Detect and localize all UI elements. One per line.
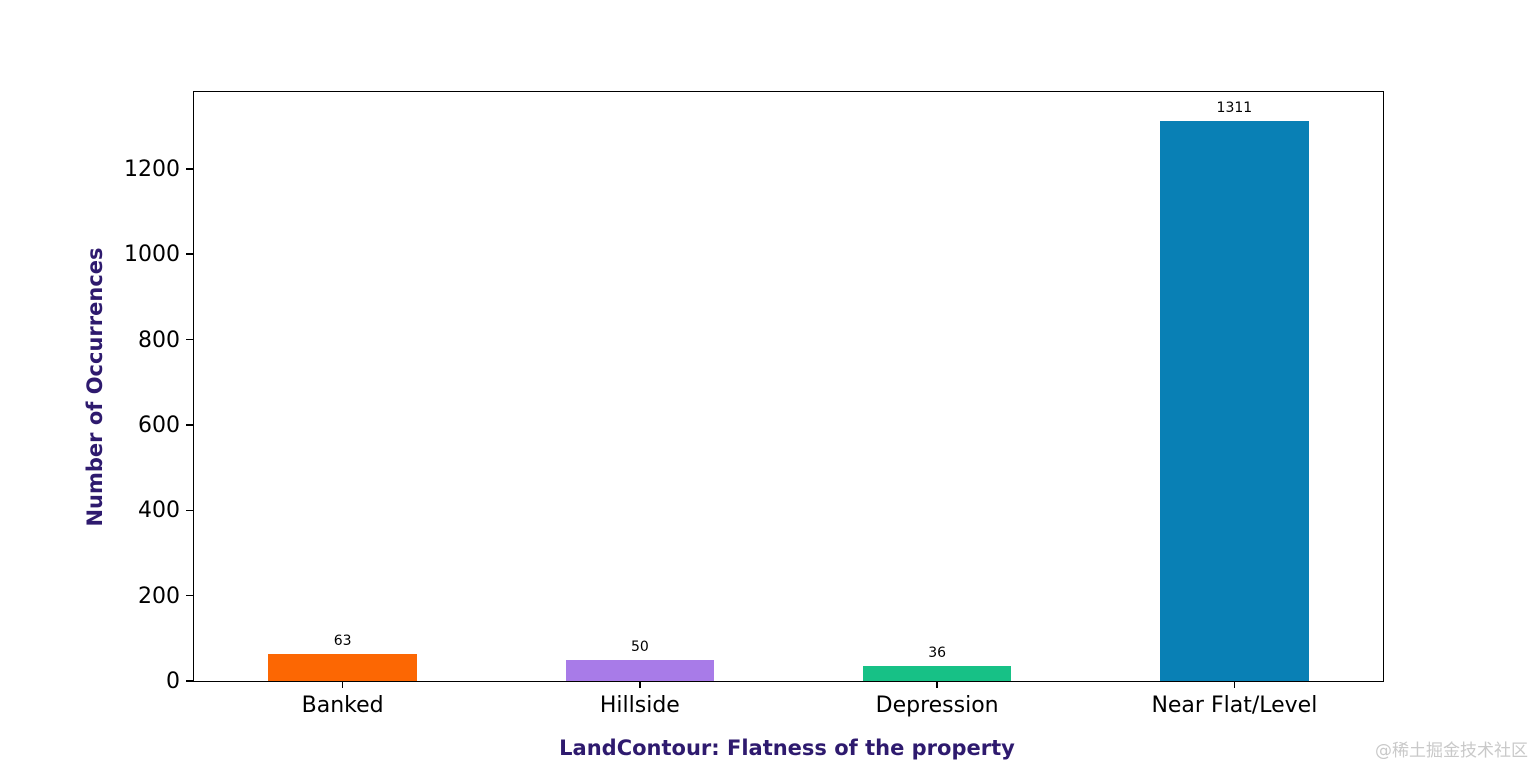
bar-value-label: 36: [928, 644, 947, 661]
x-tick-mark: [1233, 681, 1236, 688]
bar-depression: [862, 665, 1012, 681]
bar-hillside: [565, 659, 715, 681]
bar-value-label: 1311: [1216, 100, 1253, 117]
plot-area: 63 Banked 50 Hillside 36 Depression 1311 Near F…: [124, 91, 1384, 717]
y-tick-mark: [185, 168, 193, 170]
bar-near-flat-level: [1160, 121, 1309, 681]
y-tick-mark: [185, 253, 193, 255]
y-tick-mark: [185, 680, 193, 682]
y-tick-label: 600: [138, 412, 180, 438]
x-axis-label: LandContour: Flatness of the property: [559, 736, 1015, 760]
y-tick-label: 200: [138, 583, 180, 609]
x-tick-label: Depression: [875, 693, 999, 718]
y-tick-mark: [185, 338, 193, 341]
x-tick-label: Near Flat/Level: [1151, 693, 1318, 718]
watermark-text: @稀土掘金技术社区: [1375, 741, 1528, 761]
y-tick-mark: [185, 424, 193, 426]
y-tick-label: 0: [166, 669, 180, 694]
y-axis-label: Number of Occurrences: [83, 247, 107, 527]
y-tick-label: 1000: [124, 242, 180, 268]
x-tick-label: Hillside: [599, 693, 680, 718]
y-tick-label: 800: [138, 327, 180, 353]
bar-banked: [268, 654, 417, 681]
x-tick-label: Banked: [301, 693, 384, 718]
bar-value-label: 63: [333, 633, 352, 650]
y-tick-mark: [185, 594, 193, 597]
x-tick-mark: [341, 681, 344, 688]
x-tick-mark: [936, 681, 938, 688]
y-tick-label: 1200: [124, 156, 180, 182]
bar-value-label: 50: [630, 638, 649, 655]
x-tick-mark: [639, 681, 641, 688]
y-tick-label: 400: [138, 498, 180, 524]
y-tick-mark: [185, 509, 193, 512]
